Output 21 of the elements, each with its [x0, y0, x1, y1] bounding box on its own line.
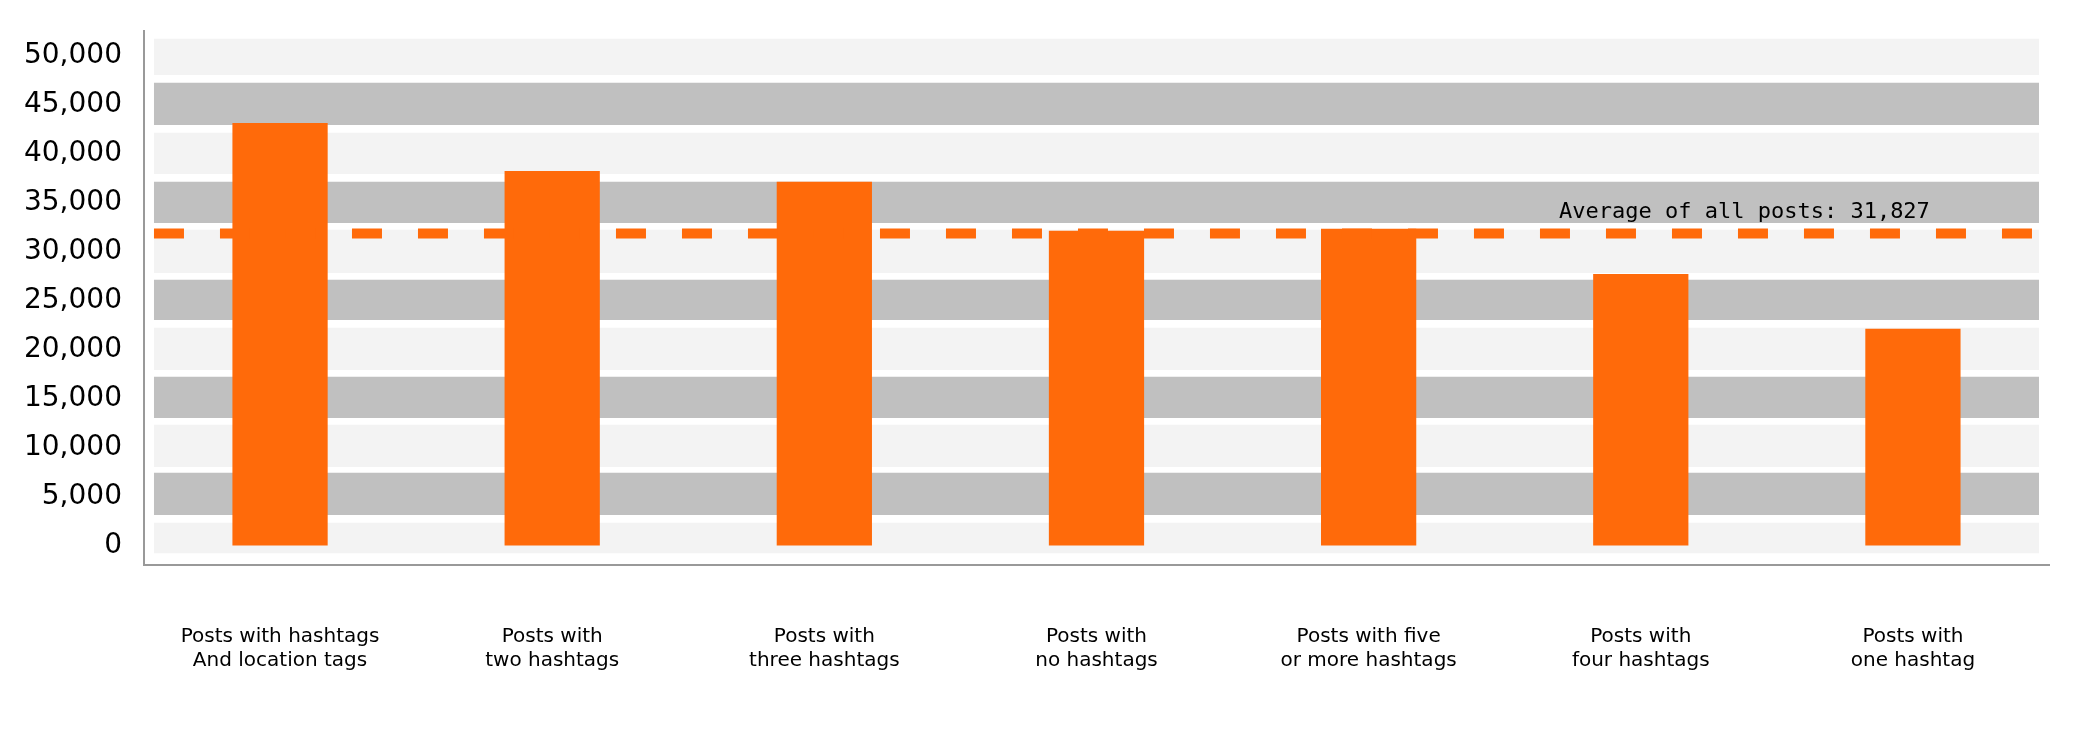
y-tick-label: 15,000	[23, 379, 122, 413]
x-tick-label: Posts with two hashtags	[485, 623, 620, 672]
y-tick-label: 40,000	[23, 134, 122, 168]
bar	[1593, 273, 1689, 546]
x-tick-label: Posts with five or more hashtags	[1280, 623, 1457, 672]
ref-line-label: Average of all posts: 31,827	[1559, 198, 1930, 224]
x-tick-label: Posts with three hashtags	[749, 623, 900, 672]
y-tick-label: 30,000	[23, 232, 122, 266]
y-tick-label: 20,000	[23, 330, 122, 364]
x-tick-label: Posts with one hashtag	[1850, 623, 1976, 672]
y-tick-label: 0	[104, 526, 122, 560]
y-tick-label: 10,000	[23, 428, 122, 462]
y-tick-label: 50,000	[23, 36, 122, 70]
y-tick-label: 5,000	[41, 477, 122, 511]
y-tick-label: 35,000	[23, 183, 122, 217]
y-tick-label: 45,000	[23, 85, 122, 119]
y-tick-label: 25,000	[23, 281, 122, 315]
bar	[1865, 328, 1961, 546]
x-tick-label: Posts with four hashtags	[1571, 623, 1710, 672]
x-tick-label: Posts with hashtags And location tags	[180, 623, 380, 672]
x-tick-label: Posts with no hashtags	[1035, 623, 1158, 672]
